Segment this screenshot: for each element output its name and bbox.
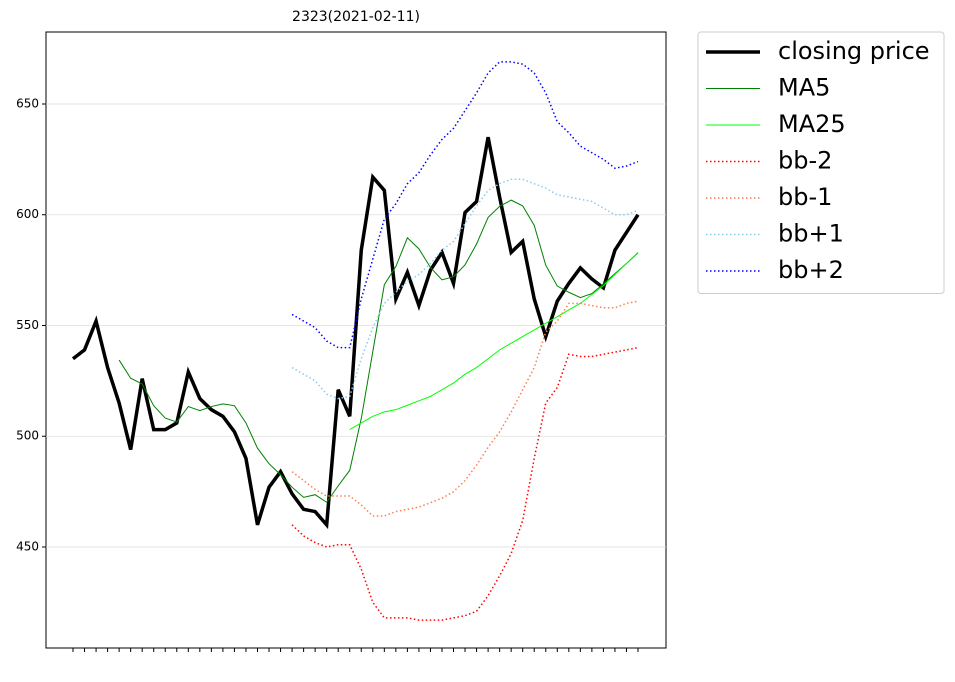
y-tick-label: 550 — [16, 318, 39, 332]
legend-label: closing price — [778, 37, 930, 65]
y-tick-label: 600 — [16, 207, 39, 221]
legend-label: bb+2 — [778, 256, 844, 284]
series-line — [291, 61, 639, 349]
legend-label: bb-2 — [778, 147, 832, 175]
legend-label: bb+1 — [778, 220, 844, 248]
legend-label: bb-1 — [778, 183, 832, 211]
series-line — [71, 136, 640, 530]
series-line — [349, 252, 639, 431]
y-tick-label: 500 — [16, 429, 39, 443]
y-tick-label: 450 — [16, 539, 39, 553]
series-line — [291, 346, 639, 621]
series-line — [291, 178, 639, 400]
chart-title: 2323(2021-02-11) — [292, 9, 420, 25]
series-line — [118, 199, 639, 503]
legend-label: MA5 — [778, 74, 830, 102]
legend-label: MA25 — [778, 110, 846, 138]
legend-box — [697, 31, 945, 294]
plot-frame — [45, 31, 667, 649]
y-tick-label: 650 — [16, 96, 39, 110]
series-line — [291, 300, 639, 517]
